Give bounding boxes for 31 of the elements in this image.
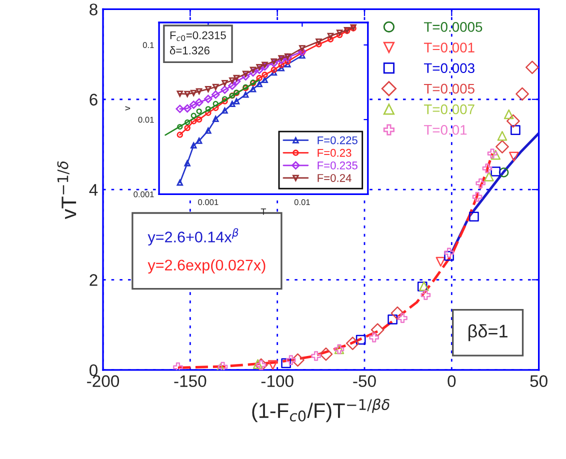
y-tick-label: 0	[90, 364, 98, 376]
legend-label: F=0.225	[318, 136, 358, 144]
legend-label: F=0.24	[318, 174, 352, 182]
y-tick-label: 0.1	[142, 42, 154, 48]
legend-label: F=0.23	[318, 148, 352, 157]
x-axis-title: (1-F$_{c0}$/F)T$^{−1/βδ}$	[252, 398, 390, 422]
x-tick-label: -50	[353, 375, 376, 388]
y-axis-title: v	[125, 106, 130, 111]
legend-label: F=0.235	[318, 162, 358, 170]
y-tick-label: 6	[90, 94, 98, 106]
legend-label: T=0.003	[424, 63, 474, 74]
x-tick-label: 0	[448, 375, 456, 388]
y-tick-label: 0.01	[138, 116, 154, 123]
y-tick-label: 4	[89, 184, 98, 196]
x-tick-label: -200	[87, 375, 120, 388]
legend-label: T=0.005	[424, 84, 474, 94]
legend-label: T=0.001	[424, 42, 474, 52]
y-tick-label: 2	[90, 274, 98, 286]
y-tick-label: 8	[90, 4, 98, 16]
text: y=2.6+0.14x$^{β}$	[148, 228, 238, 246]
annotation: βδ=1	[468, 324, 508, 342]
legend-label: T=0.0005	[424, 22, 482, 32]
annotation: F$_{c0}$=0.2315 δ=1.326	[170, 31, 226, 54]
x-tick-label: -100	[261, 375, 294, 388]
x-tick-label: 50	[530, 375, 548, 388]
legend-label: T=0.01	[424, 124, 467, 135]
y-axis-title: vT$^{−1/δ}$	[57, 161, 76, 220]
text: y=2.6exp(0.027x)	[148, 259, 266, 274]
x-tick-label: -150	[174, 375, 206, 388]
legend-label: T=0.007	[424, 104, 474, 114]
y-tick-label: 0.001	[134, 191, 154, 198]
